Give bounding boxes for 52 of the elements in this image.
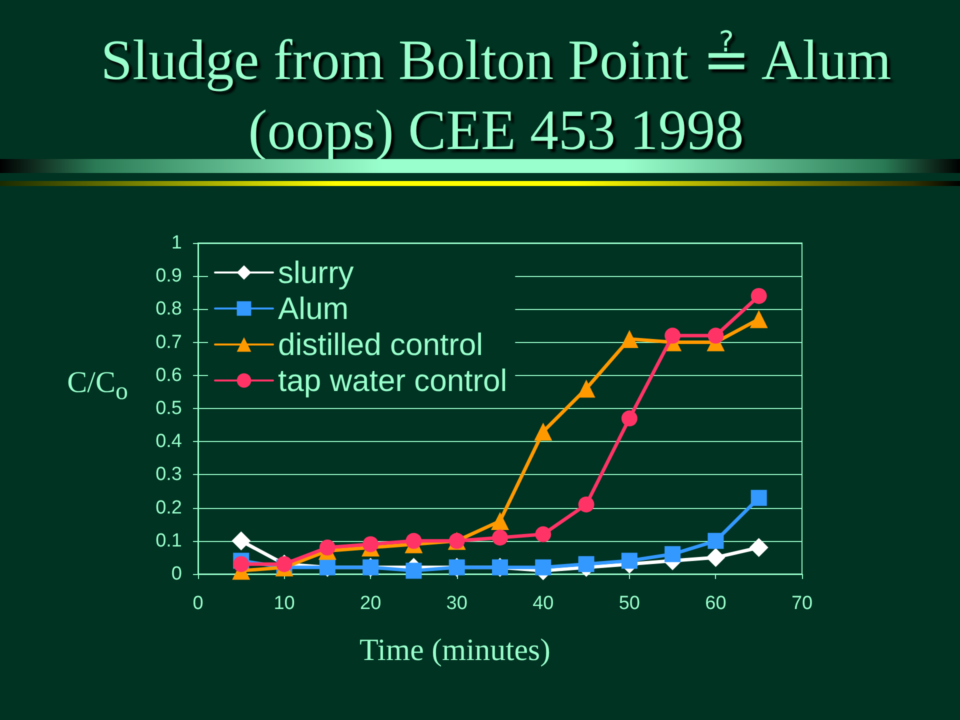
point: [319, 540, 336, 556]
point: [750, 310, 768, 328]
x-tick-label: 30: [446, 593, 468, 614]
x-tick-label: 10: [274, 593, 295, 614]
point: [750, 288, 767, 304]
point: [535, 526, 552, 542]
point: [362, 536, 379, 552]
point: [706, 548, 726, 567]
point: [535, 559, 552, 576]
point: [750, 490, 767, 506]
y-tick-label: 0.8: [156, 298, 182, 320]
point: [491, 512, 509, 530]
x-tick-label: 40: [532, 593, 554, 614]
point: [233, 556, 250, 572]
y-tick-label: 0: [171, 564, 182, 584]
point: [492, 530, 508, 546]
y-tick-label: 0.6: [156, 364, 182, 386]
y-tick-label: 0.7: [156, 332, 182, 353]
x-tick-label: 60: [705, 593, 726, 614]
x-tick-label: 50: [618, 593, 640, 614]
point: [749, 538, 768, 558]
point: [621, 410, 638, 426]
y-tick-label: 0.5: [156, 398, 182, 419]
legend-label: Alum: [278, 291, 349, 326]
x-axis-title: Time (minutes): [358, 632, 552, 668]
y-tick-label: 1: [171, 232, 182, 254]
y-tick-label: 0.3: [156, 464, 182, 486]
point: [577, 380, 596, 398]
y-axis-title: C/C$_{o}$: [67, 366, 128, 407]
point: [578, 496, 594, 512]
x-tick-label: 0: [192, 593, 204, 614]
y-tick-label: 0.9: [156, 266, 182, 287]
x-tick-label: 70: [791, 593, 813, 614]
point: [406, 562, 422, 579]
chart-title: Sludge from Bolton Point ≟ Alum (oops) CEE 453 1998: [100, 28, 892, 164]
point: [578, 556, 594, 572]
legend-label: slurry: [278, 255, 354, 290]
legend-label: distilled control: [278, 327, 484, 362]
point: [708, 532, 724, 549]
point: [664, 546, 681, 562]
legend-label: tap water control: [278, 363, 508, 398]
y-tick-label: 0.4: [156, 431, 182, 452]
point: [232, 531, 251, 550]
point: [406, 532, 422, 549]
point: [621, 552, 638, 569]
x-tick-label: 20: [360, 593, 382, 614]
y-tick-label: 0.2: [156, 497, 182, 518]
point: [708, 328, 724, 344]
point: [664, 328, 681, 344]
point: [620, 330, 638, 348]
y-tick-label: 0.1: [156, 530, 182, 552]
point: [534, 422, 552, 441]
